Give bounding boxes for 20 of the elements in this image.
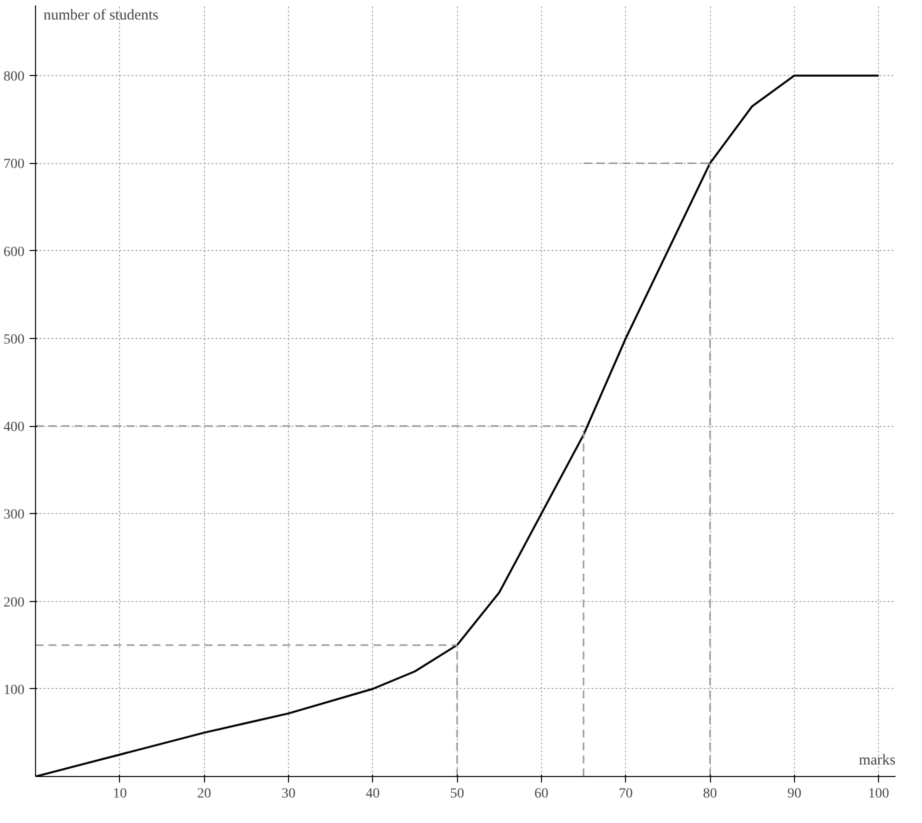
y-tick-label: 800: [4, 70, 24, 85]
y-axis-title: number of students: [44, 8, 159, 24]
y-tick-label: 400: [4, 420, 24, 436]
y-tick-label: 200: [4, 595, 24, 610]
y-tick-label: 700: [4, 157, 24, 172]
x-tick-label: 70: [618, 786, 633, 802]
x-axis-title: marks: [858, 752, 896, 768]
x-tick-label: 100: [868, 786, 890, 802]
x-tick-label: 40: [366, 786, 380, 802]
x-tick-label: 50: [450, 786, 464, 802]
y-tick-label: 100: [4, 682, 24, 698]
y-tick-label: 300: [4, 508, 24, 523]
x-tick-label: 60: [534, 786, 548, 802]
x-tick-label: 90: [787, 786, 802, 802]
x-tick-label: 10: [112, 786, 127, 802]
y-tick-label: 500: [4, 332, 24, 348]
y-tick-label: 600: [4, 244, 24, 260]
x-tick-label: 80: [703, 786, 718, 802]
x-tick-label: 30: [281, 786, 296, 802]
x-tick-label: 20: [197, 786, 212, 802]
